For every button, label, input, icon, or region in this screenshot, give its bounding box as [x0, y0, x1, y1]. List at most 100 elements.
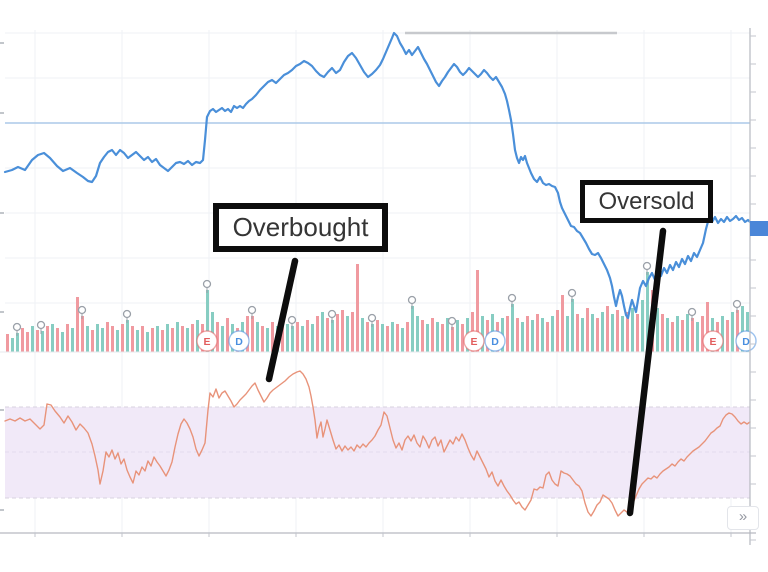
- volume-bar: [666, 318, 669, 352]
- volume-bar: [596, 318, 599, 352]
- event-badge-letter: E: [470, 336, 477, 348]
- volume-bar: [146, 332, 149, 352]
- volume-bar: [6, 334, 9, 352]
- volume-bar: [376, 320, 379, 352]
- volume-bar: [696, 322, 699, 352]
- more-panes-button[interactable]: »: [727, 506, 759, 530]
- volume-bar: [691, 318, 694, 352]
- volume-bar: [151, 328, 154, 352]
- volume-bar: [176, 322, 179, 352]
- volume-bar: [371, 324, 374, 352]
- dividend-badge-icon: [484, 330, 506, 352]
- volume-bar: [271, 322, 274, 352]
- volume-marker-icon: [732, 299, 742, 309]
- volume-bar: [721, 316, 724, 352]
- volume-bar: [581, 318, 584, 352]
- volume-bar: [676, 316, 679, 352]
- overbought-pointer-line: [265, 257, 299, 383]
- volume-bar: [71, 328, 74, 352]
- dividend-badge-icon: [735, 330, 757, 352]
- volume-bar: [561, 295, 564, 352]
- volume-bar: [96, 324, 99, 352]
- volume-bar: [461, 324, 464, 352]
- volume-bar: [16, 333, 19, 352]
- volume-bar: [441, 324, 444, 352]
- volume-bar: [481, 316, 484, 352]
- price-axis-marker: [750, 221, 768, 236]
- volume-bar: [661, 314, 664, 352]
- axis-lines: [0, 28, 756, 545]
- volume-bar: [136, 330, 139, 352]
- level-lines: [5, 31, 750, 124]
- volume-bar: [511, 304, 514, 352]
- volume-bar: [646, 272, 649, 352]
- volume-bar: [91, 330, 94, 352]
- volume-bar: [736, 310, 739, 352]
- earnings-badge-icon: [463, 330, 485, 352]
- volume-marker-icon: [77, 305, 87, 315]
- rsi-band: [5, 406, 750, 499]
- overbought-label: Overbought: [232, 212, 369, 242]
- volume-bar: [701, 316, 704, 352]
- volume-bar: [126, 320, 129, 352]
- volume-marker-icon: [247, 305, 257, 315]
- volume-bar: [216, 322, 219, 352]
- volume-bar: [451, 327, 454, 352]
- volume-bar: [111, 326, 114, 352]
- volume-bar: [391, 322, 394, 352]
- volume-marker-icon: [12, 322, 22, 332]
- volume-bar: [266, 328, 269, 352]
- oversold-pointer-line: [626, 227, 667, 517]
- volume-bar: [406, 322, 409, 352]
- volume-bar: [531, 320, 534, 352]
- volume-bar: [131, 326, 134, 352]
- volume-bar: [31, 326, 34, 352]
- volume-marker-icon: [507, 293, 517, 303]
- volume-bar: [251, 316, 254, 352]
- volume-marker-icon: [287, 315, 297, 325]
- volume-bar: [46, 326, 49, 352]
- price-scale[interactable]: [750, 0, 768, 545]
- volume-bar: [516, 318, 519, 352]
- volume-bar: [621, 316, 624, 352]
- volume-bar: [296, 322, 299, 352]
- volume-bar: [346, 316, 349, 352]
- volume-bar: [11, 338, 14, 352]
- volume-bar: [526, 316, 529, 352]
- volume-marker-icon: [327, 309, 337, 319]
- volume-bar: [76, 297, 79, 352]
- volume-bar: [26, 332, 29, 352]
- volume-bar: [396, 324, 399, 352]
- event-badge-letter: D: [742, 336, 750, 348]
- volume-marker-icon: [122, 309, 132, 319]
- volume-marker-icon: [687, 307, 697, 317]
- event-badge-letter: E: [203, 336, 210, 348]
- volume-bar: [336, 314, 339, 352]
- price-line: [3, 31, 752, 320]
- volume-bar: [141, 326, 144, 352]
- volume-bar: [546, 322, 549, 352]
- volume-bar: [256, 322, 259, 352]
- volume-bar: [116, 330, 119, 352]
- volume-bar: [446, 318, 449, 352]
- volume-bar: [386, 326, 389, 352]
- volume-bar: [291, 326, 294, 352]
- time-scale[interactable]: [0, 534, 768, 572]
- overbought-callout: Overbought: [213, 203, 388, 252]
- volume-bar: [671, 322, 674, 352]
- volume-bar: [636, 314, 639, 352]
- volume-bar: [286, 324, 289, 352]
- volume-bar: [261, 326, 264, 352]
- volume-bar: [606, 306, 609, 352]
- volume-marker-icon: [407, 295, 417, 305]
- volume-bar: [741, 306, 744, 352]
- volume-bar: [226, 318, 229, 352]
- volume-bar: [506, 316, 509, 352]
- volume-bar: [81, 316, 84, 352]
- volume-markers: [12, 261, 742, 336]
- volume-bar: [656, 308, 659, 352]
- earnings-badge-icon: [702, 330, 724, 352]
- volume-bar: [551, 316, 554, 352]
